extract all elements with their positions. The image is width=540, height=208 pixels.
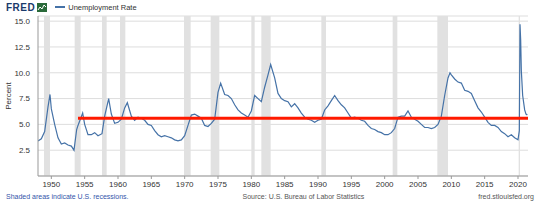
svg-text:1995: 1995 (342, 180, 360, 189)
svg-text:2020: 2020 (509, 180, 527, 189)
svg-text:1950: 1950 (42, 180, 60, 189)
html-text:Source: U.S. Bureau of Labor S: Source: U.S. Bureau of Labor Statistics (242, 193, 365, 200)
svg-text:7.5: 7.5 (19, 94, 31, 103)
html-text:FRED: FRED (6, 1, 36, 13)
svg-text:1980: 1980 (242, 180, 260, 189)
svg-text:2000: 2000 (376, 180, 394, 189)
svg-text:1960: 1960 (109, 180, 127, 189)
html-text:Unemployment Rate: Unemployment Rate (68, 2, 137, 12)
svg-text:5.0: 5.0 (19, 120, 31, 129)
svg-text:12.5: 12.5 (14, 43, 30, 52)
svg-text:Percent: Percent (8, 81, 13, 109)
svg-text:1955: 1955 (76, 180, 94, 189)
svg-text:2005: 2005 (409, 180, 427, 189)
svg-text:15.0: 15.0 (14, 17, 30, 26)
svg-text:2010: 2010 (442, 180, 460, 189)
svg-text:1975: 1975 (209, 180, 227, 189)
svg-text:2015: 2015 (476, 180, 494, 189)
svg-text:1970: 1970 (176, 180, 194, 189)
svg-text:1990: 1990 (309, 180, 327, 189)
svg-text:1985: 1985 (276, 180, 294, 189)
svg-text:2.5: 2.5 (19, 146, 31, 155)
html-text:fred.stlouisfed.org: fred.stlouisfed.org (478, 193, 534, 200)
html-text:Shaded areas indicate U.S. rec: Shaded areas indicate U.S. recessions. (6, 193, 129, 200)
svg-text:10.0: 10.0 (14, 69, 30, 78)
svg-text:1965: 1965 (142, 180, 160, 189)
